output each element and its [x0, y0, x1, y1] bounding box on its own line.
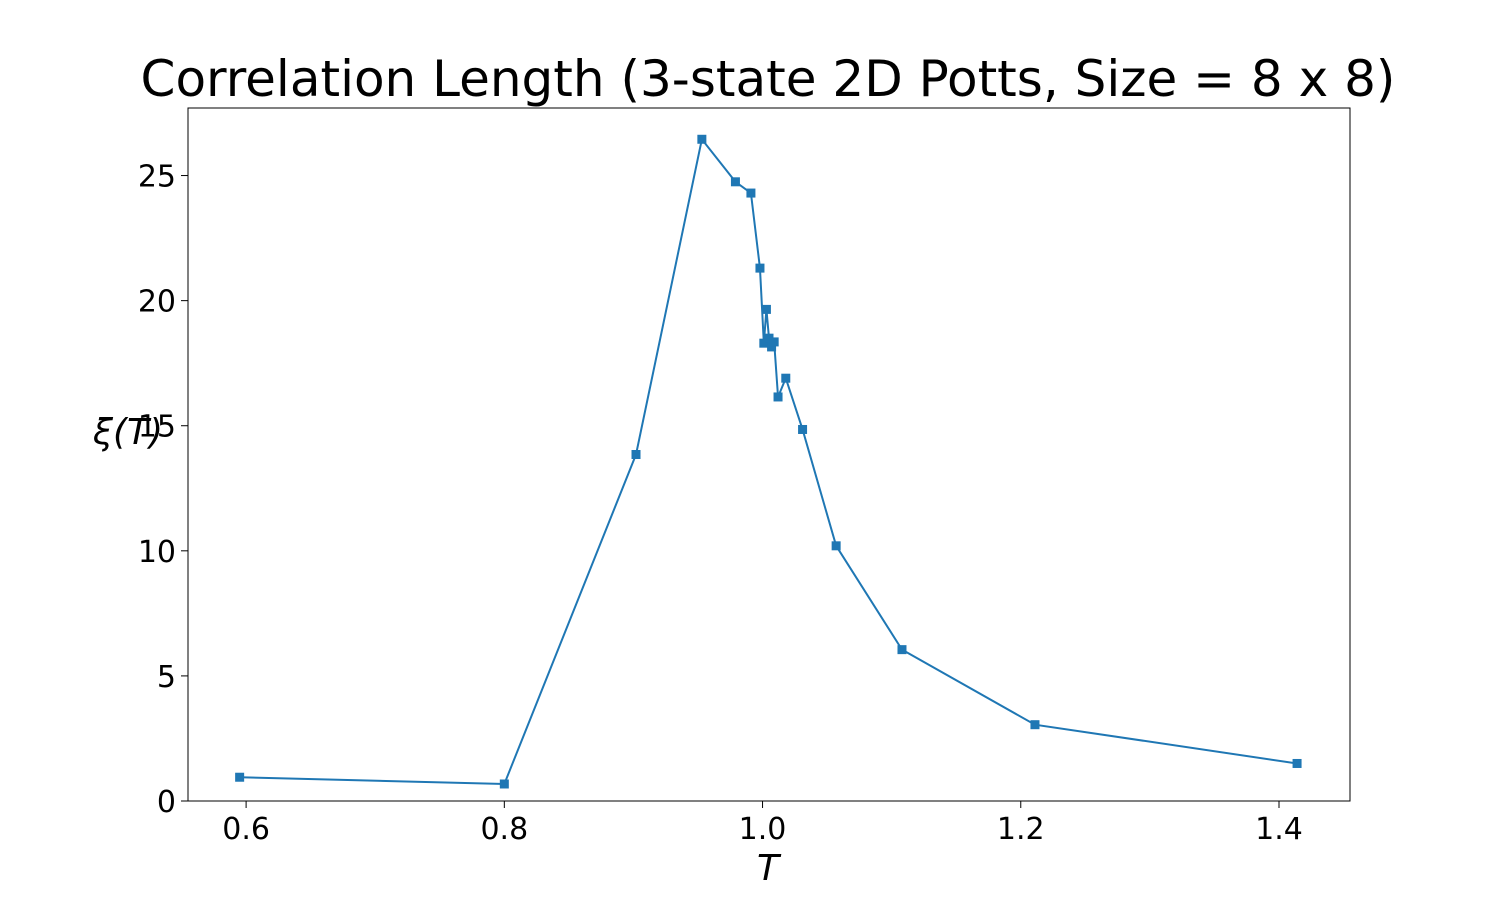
data-point: [1292, 758, 1302, 768]
data-point: [761, 304, 771, 314]
data-point: [781, 373, 791, 383]
data-point: [730, 177, 740, 187]
x-tick-label: 1.4: [1255, 812, 1303, 847]
y-tick-label: 10: [138, 535, 176, 570]
data-point: [759, 338, 769, 348]
data-point: [746, 188, 756, 198]
y-tick-label: 5: [157, 660, 176, 695]
x-tick-label: 0.6: [222, 812, 270, 847]
x-axis: 0.6 0.8 1.0 1.2 1.4: [222, 801, 1303, 847]
data-point: [697, 134, 707, 144]
series-line: [239, 136, 1298, 786]
data-point: [773, 392, 783, 402]
data-point: [1030, 720, 1040, 730]
y-tick-label: 25: [138, 160, 176, 195]
series-group: [235, 134, 1302, 789]
data-point: [235, 772, 245, 782]
data-point: [755, 263, 765, 273]
plot-frame: [187, 107, 1351, 802]
data-point: [499, 779, 509, 789]
chart-title: Correlation Length (3-state 2D Potts, Si…: [141, 50, 1396, 108]
data-point: [764, 333, 774, 343]
x-axis-label: T: [757, 848, 782, 889]
y-axis-label: ξ(T): [92, 412, 163, 453]
y-axis: 0 5 10 15 20 25: [138, 160, 188, 820]
data-point: [767, 342, 777, 352]
x-tick-label: 1.2: [997, 812, 1045, 847]
data-point: [897, 645, 907, 655]
x-tick-label: 0.8: [480, 812, 528, 847]
data-point: [798, 424, 808, 434]
y-tick-label: 20: [138, 285, 176, 320]
data-point: [831, 541, 841, 551]
data-point: [769, 337, 779, 347]
y-tick-label: 15: [138, 410, 176, 445]
data-point: [631, 450, 641, 459]
x-tick-label: 1.0: [739, 812, 787, 847]
y-tick-label: 0: [157, 785, 176, 820]
